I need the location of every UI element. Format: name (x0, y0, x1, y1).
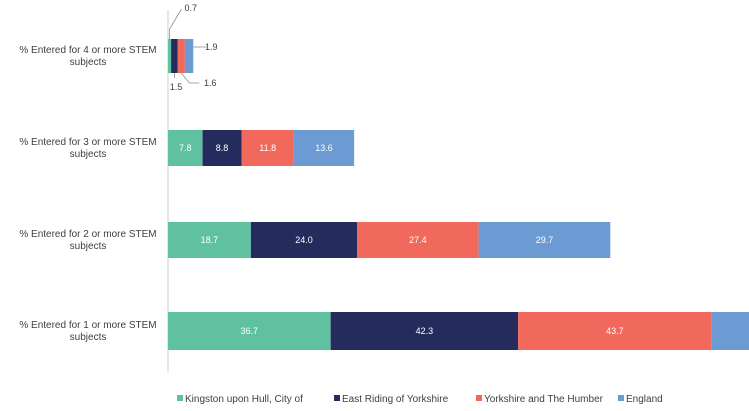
legend-swatch (334, 395, 340, 401)
data-label: 43.7 (606, 326, 624, 336)
bar-segment (357, 222, 479, 258)
data-label: 29.7 (536, 235, 554, 245)
bar-segment (177, 39, 185, 73)
data-label: 36.7 (241, 326, 259, 336)
category-label: % Entered for 1 or more STEM subjects (19, 320, 156, 343)
bar-segment (250, 222, 358, 258)
bar-segment (171, 39, 178, 73)
bar-segment (168, 39, 172, 73)
legend-swatch (177, 395, 183, 401)
bar-segment (330, 312, 519, 350)
data-label: 27.4 (409, 235, 427, 245)
category-label: % Entered for 3 or more STEM subjects (19, 137, 156, 160)
leader-line (180, 72, 200, 84)
data-label: 1.9 (205, 42, 218, 52)
category-label: % Entered for 2 or more STEM subjects (19, 229, 156, 252)
bar-segment (478, 222, 611, 258)
bar-segment (241, 130, 294, 166)
bar-segment (168, 312, 331, 350)
bar-segment (518, 312, 712, 350)
data-label: 18.7 (201, 235, 219, 245)
data-label: 24.0 (295, 235, 313, 245)
data-label: 42.3 (416, 326, 434, 336)
data-label: 7.8 (179, 143, 192, 153)
legend-label: Yorkshire and The Humber (484, 394, 604, 405)
bar-segment (168, 222, 251, 258)
legend-label: Kingston upon Hull, City of (185, 394, 303, 405)
legend-swatch (476, 395, 482, 401)
bar-segment (293, 130, 355, 166)
data-label: 11.8 (259, 143, 276, 153)
legend-label: East Riding of Yorkshire (342, 394, 449, 405)
category-label: % Entered for 4 or more STEM subjects (19, 45, 156, 68)
legend-swatch (618, 395, 624, 401)
legend-label: England (626, 394, 663, 405)
data-label: 13.6 (315, 143, 333, 153)
bar-segment (168, 130, 203, 166)
bar-segment (711, 312, 749, 350)
data-label: 0.7 (185, 3, 198, 13)
data-label: 1.6 (204, 78, 217, 88)
leader-line (169, 8, 182, 39)
bar-segment (202, 130, 242, 166)
data-label: 1.5 (170, 82, 183, 92)
bar-segment (184, 39, 194, 73)
data-label: 8.8 (216, 143, 229, 153)
